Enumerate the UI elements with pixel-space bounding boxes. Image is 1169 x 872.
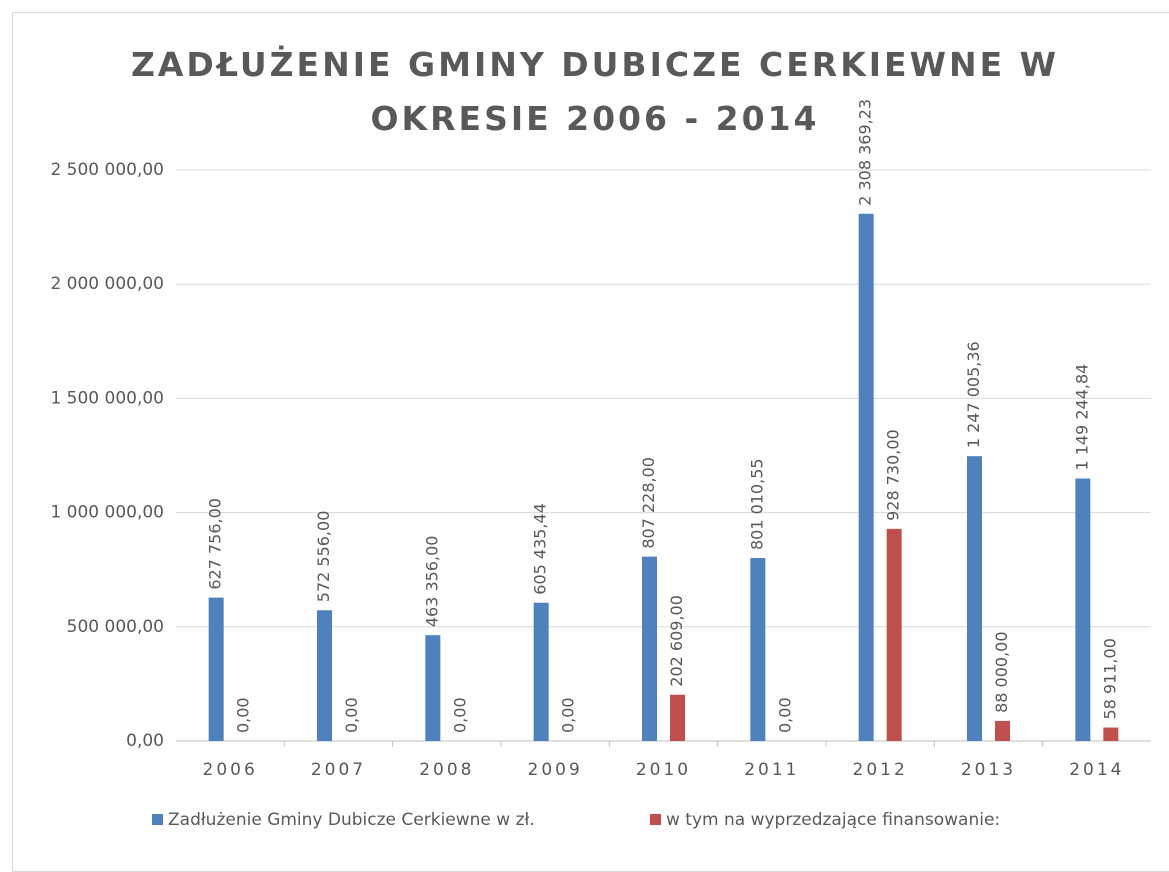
y-tick-label: 1 000 000,00 bbox=[50, 503, 164, 523]
chart-title: ZADŁUŻENIE GMINY DUBICZE CERKIEWNE W OKR… bbox=[130, 45, 1060, 138]
x-tick-label: 2010 bbox=[636, 760, 691, 780]
data-label: 1 149 244,84 bbox=[1072, 364, 1091, 471]
data-label: 2 308 369,23 bbox=[856, 99, 875, 206]
data-label: 88 000,00 bbox=[992, 631, 1011, 712]
x-tick-label: 2007 bbox=[311, 760, 366, 780]
x-tick-label: 2006 bbox=[203, 760, 258, 780]
data-label: 605 435,44 bbox=[531, 503, 550, 595]
chart-container: ZADŁUŻENIE GMINY DUBICZE CERKIEWNE W OKR… bbox=[12, 12, 1169, 872]
bar bbox=[750, 558, 766, 741]
data-label: 0,00 bbox=[775, 697, 794, 733]
bar bbox=[1075, 478, 1091, 741]
data-label: 202 609,00 bbox=[667, 595, 686, 687]
bar bbox=[995, 720, 1010, 741]
bar bbox=[858, 213, 874, 742]
data-label: 807 228,00 bbox=[639, 457, 658, 549]
data-label: 0,00 bbox=[342, 697, 361, 733]
legend-label: Zadłużenie Gminy Dubicze Cerkiewne w zł. bbox=[168, 810, 535, 830]
y-tick-label: 2 500 000,00 bbox=[50, 160, 164, 180]
bar bbox=[208, 597, 224, 741]
y-tick-label: 2 000 000,00 bbox=[50, 274, 164, 294]
data-label: 463 356,00 bbox=[422, 536, 441, 628]
y-tick-label: 500 000,00 bbox=[67, 617, 164, 637]
chart: 0,00 500 000,00 1 000 000,00 1 500 000,00 2 … bbox=[50, 99, 1151, 830]
bar bbox=[533, 602, 549, 741]
data-label: 0,00 bbox=[559, 697, 578, 733]
x-tick-label: 2013 bbox=[961, 760, 1016, 780]
bar bbox=[886, 528, 902, 741]
x-tick-label: 2008 bbox=[419, 760, 474, 780]
data-label: 801 010,55 bbox=[747, 458, 766, 550]
bar bbox=[670, 694, 685, 741]
bar bbox=[317, 610, 332, 741]
legend-swatch bbox=[152, 814, 163, 825]
x-tick-label: 2011 bbox=[744, 760, 799, 780]
y-tick-label: 1 500 000,00 bbox=[50, 388, 164, 408]
data-label: 0,00 bbox=[234, 697, 253, 733]
legend-swatch bbox=[650, 814, 661, 825]
data-label: 572 556,00 bbox=[314, 511, 333, 603]
data-label: 0,00 bbox=[450, 697, 469, 733]
legend-label: w tym na wyprzedzające finansowanie: bbox=[666, 810, 1000, 830]
data-label: 627 756,00 bbox=[206, 498, 225, 590]
x-tick-label: 2012 bbox=[853, 760, 908, 780]
bar bbox=[967, 456, 982, 741]
data-label: 58 911,00 bbox=[1100, 638, 1119, 719]
x-tick-label: 2009 bbox=[528, 760, 583, 780]
bar bbox=[1103, 727, 1119, 741]
bar bbox=[425, 635, 441, 741]
x-tick-label: 2014 bbox=[1069, 760, 1124, 780]
data-label: 1 247 005,36 bbox=[964, 341, 983, 448]
data-label: 928 730,00 bbox=[884, 429, 903, 521]
bar bbox=[642, 556, 657, 741]
y-tick-label: 0,00 bbox=[126, 731, 164, 751]
